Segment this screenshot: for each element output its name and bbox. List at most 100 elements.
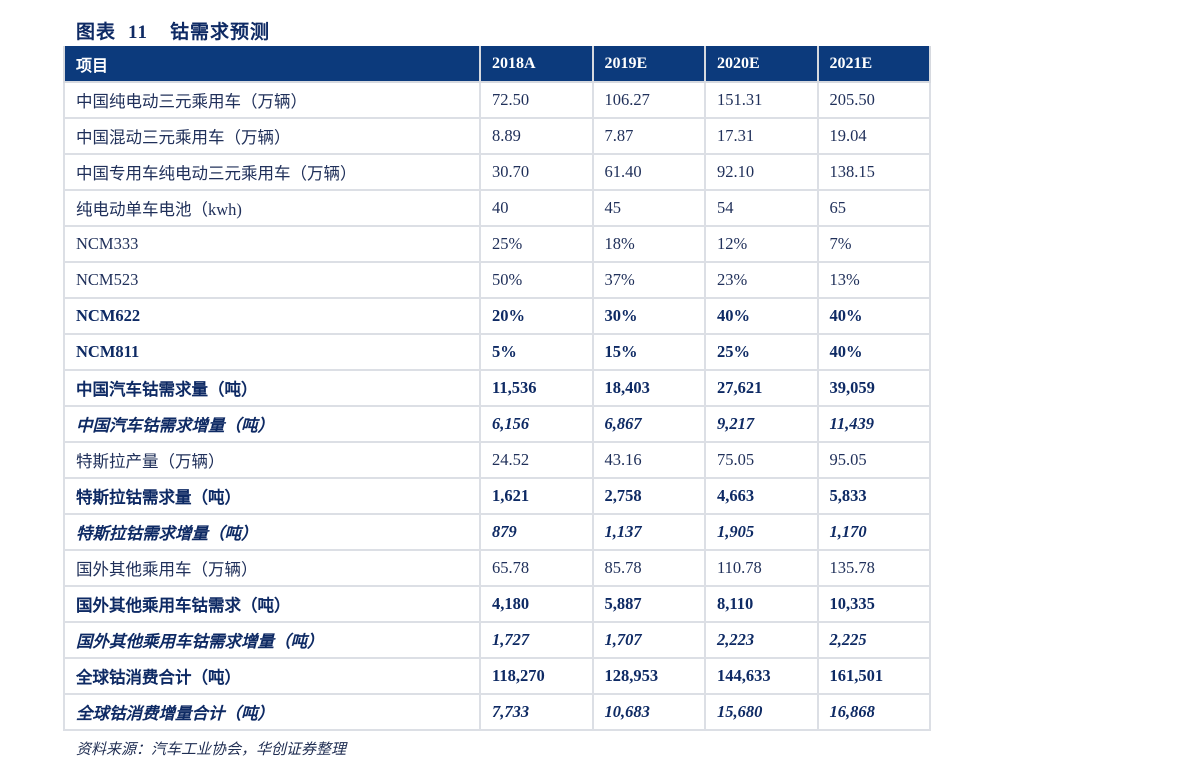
- value-2020e-cell: 27,621: [704, 369, 819, 407]
- value-2019e-cell: 7.87: [591, 117, 706, 155]
- table-row: NCM523 50% 37% 23% 13%: [63, 261, 931, 299]
- column-header-2021e: 2021E: [816, 46, 931, 83]
- value-2021e-cell: 5,833: [816, 477, 931, 515]
- cobalt-demand-table: 项目 2018A 2019E 2020E 2021E 中国纯电动三元乘用车（万辆…: [63, 46, 931, 731]
- value-2020e-cell: 54: [704, 189, 819, 227]
- row-label-cell: NCM523: [63, 261, 481, 299]
- value-2019e-cell: 45: [591, 189, 706, 227]
- table-row: 中国纯电动三元乘用车（万辆） 72.50 106.27 151.31 205.50: [63, 81, 931, 119]
- value-2020e-cell: 17.31: [704, 117, 819, 155]
- value-2021e-cell: 138.15: [816, 153, 931, 191]
- value-2018a-cell: 11,536: [479, 369, 594, 407]
- table-row: 纯电动单车电池（kwh) 40 45 54 65: [63, 189, 931, 227]
- value-2020e-cell: 9,217: [704, 405, 819, 443]
- value-2021e-cell: 205.50: [816, 81, 931, 119]
- value-2021e-cell: 13%: [816, 261, 931, 299]
- column-header-item: 项目: [63, 46, 481, 83]
- value-2019e-cell: 18%: [591, 225, 706, 263]
- row-label-cell: 国外其他乘用车（万辆）: [63, 549, 481, 587]
- value-2018a-cell: 30.70: [479, 153, 594, 191]
- value-2020e-cell: 40%: [704, 297, 819, 335]
- value-2020e-cell: 4,663: [704, 477, 819, 515]
- value-2021e-cell: 95.05: [816, 441, 931, 479]
- value-2020e-cell: 144,633: [704, 657, 819, 695]
- value-2018a-cell: 50%: [479, 261, 594, 299]
- value-2019e-cell: 1,707: [591, 621, 706, 659]
- value-2020e-cell: 12%: [704, 225, 819, 263]
- value-2021e-cell: 135.78: [816, 549, 931, 587]
- table-body: 中国纯电动三元乘用车（万辆） 72.50 106.27 151.31 205.50 中国混…: [63, 81, 931, 731]
- value-2021e-cell: 7%: [816, 225, 931, 263]
- row-label-cell: 特斯拉钴需求量（吨）: [63, 477, 481, 515]
- table-row: 全球钴消费合计（吨） 118,270 128,953 144,633 161,501: [63, 657, 931, 695]
- value-2021e-cell: 40%: [816, 333, 931, 371]
- value-2020e-cell: 110.78: [704, 549, 819, 587]
- value-2019e-cell: 43.16: [591, 441, 706, 479]
- value-2019e-cell: 10,683: [591, 693, 706, 731]
- value-2021e-cell: 10,335: [816, 585, 931, 623]
- value-2018a-cell: 1,621: [479, 477, 594, 515]
- table-row: 中国混动三元乘用车（万辆） 8.89 7.87 17.31 19.04: [63, 117, 931, 155]
- figure-title: 图表 11 钴需求预测: [76, 17, 270, 44]
- table-row: 中国专用车纯电动三元乘用车（万辆） 30.70 61.40 92.10 138.15: [63, 153, 931, 191]
- value-2020e-cell: 15,680: [704, 693, 819, 731]
- row-label-cell: 中国汽车钴需求量（吨）: [63, 369, 481, 407]
- value-2020e-cell: 1,905: [704, 513, 819, 551]
- value-2019e-cell: 18,403: [591, 369, 706, 407]
- row-label-cell: 特斯拉钴需求增量（吨）: [63, 513, 481, 551]
- table-row: 特斯拉钴需求增量（吨） 879 1,137 1,905 1,170: [63, 513, 931, 551]
- value-2020e-cell: 92.10: [704, 153, 819, 191]
- value-2021e-cell: 161,501: [816, 657, 931, 695]
- value-2018a-cell: 40: [479, 189, 594, 227]
- value-2020e-cell: 2,223: [704, 621, 819, 659]
- column-header-2019e: 2019E: [591, 46, 706, 83]
- value-2019e-cell: 85.78: [591, 549, 706, 587]
- source-note: 资料来源：汽车工业协会，华创证券整理: [76, 742, 347, 758]
- value-2020e-cell: 8,110: [704, 585, 819, 623]
- value-2018a-cell: 65.78: [479, 549, 594, 587]
- row-label-cell: 全球钴消费合计（吨）: [63, 657, 481, 695]
- value-2020e-cell: 75.05: [704, 441, 819, 479]
- table-row: 中国汽车钴需求增量（吨） 6,156 6,867 9,217 11,439: [63, 405, 931, 443]
- value-2018a-cell: 6,156: [479, 405, 594, 443]
- table-row: 国外其他乘用车钴需求增量（吨） 1,727 1,707 2,223 2,225: [63, 621, 931, 659]
- table-row: 国外其他乘用车（万辆） 65.78 85.78 110.78 135.78: [63, 549, 931, 587]
- table-header-row: 项目 2018A 2019E 2020E 2021E: [63, 46, 931, 83]
- value-2018a-cell: 879: [479, 513, 594, 551]
- row-label-cell: 国外其他乘用车钴需求增量（吨）: [63, 621, 481, 659]
- figure-label: 图表: [76, 22, 117, 43]
- value-2019e-cell: 2,758: [591, 477, 706, 515]
- value-2021e-cell: 65: [816, 189, 931, 227]
- value-2020e-cell: 23%: [704, 261, 819, 299]
- row-label-cell: 中国汽车钴需求增量（吨）: [63, 405, 481, 443]
- value-2018a-cell: 20%: [479, 297, 594, 335]
- row-label-cell: NCM333: [63, 225, 481, 263]
- row-label-cell: 纯电动单车电池（kwh): [63, 189, 481, 227]
- column-header-2018a: 2018A: [479, 46, 594, 83]
- value-2020e-cell: 25%: [704, 333, 819, 371]
- value-2019e-cell: 5,887: [591, 585, 706, 623]
- value-2018a-cell: 8.89: [479, 117, 594, 155]
- value-2018a-cell: 1,727: [479, 621, 594, 659]
- value-2021e-cell: 40%: [816, 297, 931, 335]
- figure-caption: 钴需求预测: [169, 22, 270, 43]
- row-label-cell: NCM811: [63, 333, 481, 371]
- value-2021e-cell: 16,868: [816, 693, 931, 731]
- value-2018a-cell: 5%: [479, 333, 594, 371]
- value-2019e-cell: 15%: [591, 333, 706, 371]
- value-2018a-cell: 7,733: [479, 693, 594, 731]
- figure-number: 11: [128, 22, 148, 43]
- table-row: 全球钴消费增量合计（吨） 7,733 10,683 15,680 16,868: [63, 693, 931, 731]
- value-2021e-cell: 19.04: [816, 117, 931, 155]
- value-2019e-cell: 106.27: [591, 81, 706, 119]
- value-2018a-cell: 25%: [479, 225, 594, 263]
- row-label-cell: 全球钴消费增量合计（吨）: [63, 693, 481, 731]
- row-label-cell: 中国专用车纯电动三元乘用车（万辆）: [63, 153, 481, 191]
- table-row: 中国汽车钴需求量（吨） 11,536 18,403 27,621 39,059: [63, 369, 931, 407]
- table-row: 特斯拉钴需求量（吨） 1,621 2,758 4,663 5,833: [63, 477, 931, 515]
- column-header-2020e: 2020E: [704, 46, 819, 83]
- value-2018a-cell: 118,270: [479, 657, 594, 695]
- table-row: NCM333 25% 18% 12% 7%: [63, 225, 931, 263]
- row-label-cell: 特斯拉产量（万辆）: [63, 441, 481, 479]
- value-2021e-cell: 39,059: [816, 369, 931, 407]
